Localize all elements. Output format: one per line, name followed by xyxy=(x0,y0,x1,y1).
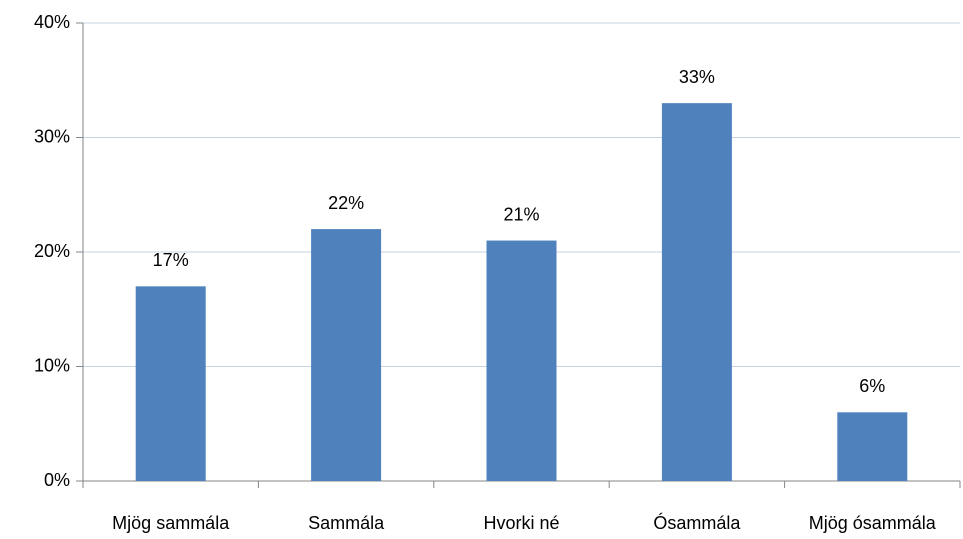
x-tick-label: Mjög ósammála xyxy=(809,513,937,533)
x-tick-label: Mjög sammála xyxy=(112,513,230,533)
y-tick-label: 40% xyxy=(34,12,70,32)
data-label: 21% xyxy=(503,204,539,224)
data-label: 17% xyxy=(153,250,189,270)
x-tick-label: Ósammála xyxy=(653,512,741,533)
data-label: 22% xyxy=(328,193,364,213)
data-label: 33% xyxy=(679,67,715,87)
bar xyxy=(135,286,206,481)
y-tick-label: 10% xyxy=(34,355,70,375)
bar xyxy=(661,103,732,482)
bar xyxy=(837,412,908,481)
y-tick-label: 30% xyxy=(34,126,70,146)
data-label: 6% xyxy=(859,376,885,396)
y-tick-label: 0% xyxy=(44,470,70,490)
y-tick-label: 20% xyxy=(34,241,70,261)
x-tick-label: Sammála xyxy=(308,513,385,533)
bar xyxy=(311,229,382,481)
x-tick-label: Hvorki né xyxy=(483,513,559,533)
bar xyxy=(486,240,557,481)
